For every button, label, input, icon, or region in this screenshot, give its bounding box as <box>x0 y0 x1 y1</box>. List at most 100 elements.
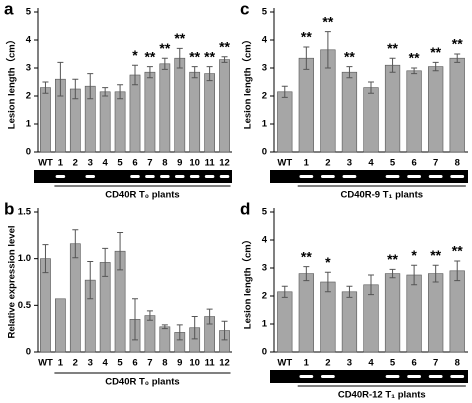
x-tick-label: 10 <box>189 358 200 369</box>
bar <box>298 273 314 353</box>
bar <box>114 91 126 153</box>
x-axis-label: CD40R-9 T₁ plants <box>340 190 423 201</box>
bar <box>406 274 422 353</box>
bar <box>341 291 358 353</box>
significance-label: ** <box>301 29 312 45</box>
error-bar <box>42 81 49 94</box>
significance-label: ** <box>430 247 441 263</box>
bar <box>384 64 401 153</box>
bar <box>144 71 156 153</box>
x-tick-label: 1 <box>58 358 64 369</box>
significance-label: ** <box>387 251 398 267</box>
y-tick-label: 5 <box>262 207 268 218</box>
x-tick-label: 6 <box>411 158 416 169</box>
bar <box>277 91 293 153</box>
significance-label: ** <box>430 44 441 60</box>
gel-band <box>55 175 66 178</box>
x-tick-label: 1 <box>304 358 310 369</box>
x-tick-label: 3 <box>88 158 93 169</box>
x-tick-label: 11 <box>205 358 216 369</box>
significance-label: ** <box>189 48 200 64</box>
y-tick-label: 4 <box>26 35 32 46</box>
x-tick-label: 2 <box>325 358 330 369</box>
x-tick-label: WT <box>38 358 53 369</box>
x-tick-label: 9 <box>177 158 182 169</box>
x-tick-label: 3 <box>347 158 352 169</box>
error-bar <box>57 61 64 97</box>
y-tick-label: 1 <box>26 119 32 130</box>
y-tick-label: 3 <box>262 263 267 274</box>
y-tick-label: 0 <box>262 147 267 158</box>
y-tick-label: 0 <box>26 347 31 358</box>
bar <box>428 66 444 153</box>
x-tick-label: 4 <box>103 158 109 169</box>
x-tick-label: 7 <box>147 158 152 169</box>
significance-label: ** <box>219 39 230 55</box>
x-tick-label: 1 <box>58 158 64 169</box>
error-bar <box>324 31 331 69</box>
y-tick-label: 4 <box>262 35 268 46</box>
bar <box>159 63 171 153</box>
error-bar <box>132 298 138 341</box>
panel-label: b <box>4 199 14 218</box>
y-tick-label: 0 <box>262 347 267 358</box>
x-tick-label: 4 <box>368 158 374 169</box>
panel-label: c <box>240 0 249 18</box>
error-bar <box>221 320 228 341</box>
gel-band <box>299 175 314 178</box>
bar <box>277 291 293 353</box>
error-bar <box>411 67 418 75</box>
significance-label: ** <box>174 30 185 46</box>
x-tick-label: 2 <box>73 358 78 369</box>
x-tick-label: 10 <box>189 158 200 169</box>
error-bar <box>146 310 153 321</box>
y-tick-label: 5 <box>26 7 32 18</box>
error-bar <box>389 268 396 279</box>
error-bar <box>87 260 94 300</box>
gel-band <box>385 375 400 378</box>
error-bar <box>161 57 168 70</box>
error-bar <box>42 244 49 274</box>
gel-band <box>407 175 422 178</box>
gel-band <box>145 175 155 178</box>
error-bar <box>87 73 94 100</box>
y-tick-label: 1 <box>262 119 268 130</box>
x-tick-label: 6 <box>132 158 137 169</box>
gel-band <box>428 375 443 378</box>
bar <box>428 273 444 353</box>
error-bar <box>206 308 213 325</box>
gel-band <box>385 175 400 178</box>
bar <box>320 281 336 353</box>
error-bar <box>346 285 353 298</box>
bar <box>341 71 358 153</box>
error-bar <box>281 85 288 98</box>
significance-label: ** <box>409 50 420 66</box>
bar <box>298 57 314 153</box>
bar <box>159 326 171 353</box>
y-tick-label: 2 <box>262 91 267 102</box>
bar <box>40 87 51 153</box>
bar <box>384 273 401 353</box>
y-axis-label: Lesion length（cm） <box>242 235 254 329</box>
x-tick-label: 7 <box>433 158 438 169</box>
y-tick-label: 1 <box>262 319 268 330</box>
gel-band <box>299 375 314 378</box>
significance-label: * <box>132 47 138 63</box>
error-bar <box>176 47 183 69</box>
x-tick-label: 12 <box>219 358 230 369</box>
error-bar <box>303 266 310 282</box>
gel-band <box>450 375 465 378</box>
x-tick-label: 2 <box>325 158 330 169</box>
x-tick-label: WT <box>277 158 292 169</box>
error-bar <box>206 66 213 82</box>
error-bar <box>117 84 124 100</box>
error-bar <box>368 274 374 296</box>
y-tick-label: 0 <box>26 147 31 158</box>
x-tick-label: 5 <box>390 358 396 369</box>
bar <box>144 315 156 353</box>
x-tick-label: 4 <box>103 358 109 369</box>
bar <box>219 59 230 153</box>
significance-label: ** <box>387 40 398 56</box>
gel-band <box>204 175 215 178</box>
